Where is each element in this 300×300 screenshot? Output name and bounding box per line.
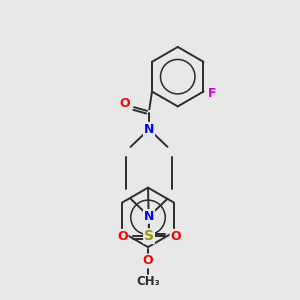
- Text: O: O: [119, 97, 130, 110]
- Text: N: N: [144, 210, 154, 223]
- Text: F: F: [208, 87, 217, 100]
- Text: O: O: [170, 230, 181, 243]
- Text: O: O: [143, 254, 153, 268]
- Text: CH₃: CH₃: [136, 275, 160, 288]
- Text: N: N: [144, 123, 154, 136]
- Text: S: S: [144, 229, 154, 243]
- Text: O: O: [117, 230, 128, 243]
